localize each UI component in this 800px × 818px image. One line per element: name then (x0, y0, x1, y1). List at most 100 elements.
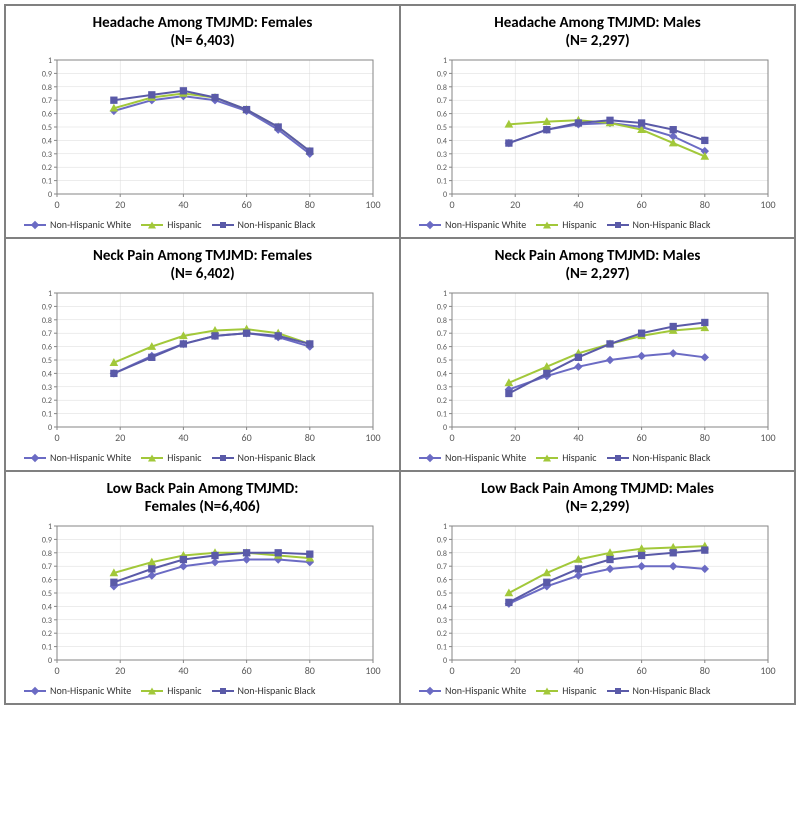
svg-text:0: 0 (54, 431, 59, 444)
svg-text:0.5: 0.5 (436, 123, 446, 133)
svg-text:0.6: 0.6 (436, 343, 446, 353)
svg-text:0.7: 0.7 (436, 329, 446, 339)
svg-text:1: 1 (442, 522, 446, 532)
svg-text:40: 40 (178, 198, 188, 211)
svg-text:0.9: 0.9 (41, 69, 51, 79)
svg-text:80: 80 (699, 431, 709, 444)
legend-item: Non-Hispanic White (24, 684, 131, 697)
svg-text:20: 20 (115, 664, 125, 677)
chart-title: Headache Among TMJMD: Males(N= 2,297) (405, 14, 790, 50)
chart-grid: Headache Among TMJMD: Females(N= 6,403) 0… (4, 4, 796, 705)
legend-label: Non-Hispanic White (50, 451, 131, 464)
chart-panel-headache-males: Headache Among TMJMD: Males(N= 2,297) 0 0.… (400, 5, 795, 238)
svg-text:0.5: 0.5 (41, 356, 51, 366)
legend-item: Non-Hispanic White (419, 684, 526, 697)
svg-text:0.7: 0.7 (436, 96, 446, 106)
svg-text:0.6: 0.6 (41, 110, 51, 120)
legend-item: Non-Hispanic Black (212, 684, 316, 697)
legend-item: Hispanic (536, 684, 596, 697)
svg-text:0.6: 0.6 (41, 343, 51, 353)
legend-item: Non-Hispanic Black (607, 218, 711, 231)
chart-title: Low Back Pain Among TMJMD: Males(N= 2,29… (405, 480, 790, 516)
chart-plot: 00.10.20.30.40.50.60.70.80.9102040608010… (418, 520, 778, 680)
svg-text:0: 0 (47, 656, 51, 666)
svg-text:0.9: 0.9 (41, 535, 51, 545)
svg-text:0.4: 0.4 (41, 369, 51, 379)
chart-title-line1: Neck Pain Among TMJMD: Females (10, 247, 395, 265)
svg-text:0.9: 0.9 (436, 302, 446, 312)
svg-text:0.5: 0.5 (436, 356, 446, 366)
svg-text:0.9: 0.9 (436, 69, 446, 79)
legend-label: Non-Hispanic White (50, 218, 131, 231)
svg-text:60: 60 (241, 664, 251, 677)
plot-area: 00.10.20.30.40.50.60.70.80.9102040608010… (418, 54, 778, 214)
svg-text:1: 1 (47, 56, 51, 66)
chart-title-line2: (N= 2,299) (405, 498, 790, 516)
svg-text:0.4: 0.4 (436, 602, 446, 612)
svg-text:1: 1 (442, 56, 446, 66)
chart-title-line1: Headache Among TMJMD: Males (405, 14, 790, 32)
chart-panel-neckpain-males: Neck Pain Among TMJMD: Males(N= 2,297)00… (400, 238, 795, 471)
svg-text:0.7: 0.7 (41, 329, 51, 339)
svg-text:80: 80 (304, 664, 314, 677)
svg-text:0.3: 0.3 (41, 150, 51, 160)
svg-text:0.8: 0.8 (41, 83, 51, 93)
legend-label: Hispanic (167, 684, 201, 697)
svg-text:0.1: 0.1 (41, 643, 51, 653)
svg-text:0: 0 (54, 198, 59, 211)
svg-text:100: 100 (365, 431, 380, 444)
chart-plot: 00.10.20.30.40.50.60.70.80.9102040608010… (418, 287, 778, 447)
svg-text:0.3: 0.3 (41, 383, 51, 393)
legend-label: Non-Hispanic White (445, 218, 526, 231)
svg-text:40: 40 (178, 431, 188, 444)
svg-text:0.2: 0.2 (436, 396, 446, 406)
chart-title-line2: (N= 2,297) (405, 265, 790, 283)
legend-label: Non-Hispanic Black (238, 684, 316, 697)
svg-text:60: 60 (636, 198, 646, 211)
chart-title-line1: Neck Pain Among TMJMD: Males (405, 247, 790, 265)
legend-label: Hispanic (562, 218, 596, 231)
svg-text:0.1: 0.1 (41, 410, 51, 420)
chart-panel-lowback-males: Low Back Pain Among TMJMD: Males(N= 2,29… (400, 471, 795, 704)
svg-text:40: 40 (573, 198, 583, 211)
chart-panel-lowback-females: Low Back Pain Among TMJMD:Females (N=6,4… (5, 471, 400, 704)
chart-title: Neck Pain Among TMJMD: Males(N= 2,297) (405, 247, 790, 283)
plot-area: 00.10.20.30.40.50.60.70.80.9102040608010… (418, 287, 778, 447)
svg-text:60: 60 (241, 431, 251, 444)
legend-label: Hispanic (562, 684, 596, 697)
legend-item: Non-Hispanic White (419, 451, 526, 464)
legend-label: Hispanic (167, 451, 201, 464)
svg-text:0.5: 0.5 (436, 589, 446, 599)
legend-label: Non-Hispanic Black (633, 451, 711, 464)
legend-item: Hispanic (536, 218, 596, 231)
chart-title: Headache Among TMJMD: Females(N= 6,403) (10, 14, 395, 50)
svg-text:0.9: 0.9 (41, 302, 51, 312)
chart-panel-neckpain-females: Neck Pain Among TMJMD: Females(N= 6,402)… (5, 238, 400, 471)
chart-title-line2: Females (N=6,406) (10, 498, 395, 516)
svg-text:100: 100 (760, 664, 775, 677)
chart-legend: Non-Hispanic WhiteHispanicNon-Hispanic B… (405, 447, 790, 466)
svg-text:0.1: 0.1 (436, 410, 446, 420)
svg-text:1: 1 (47, 289, 51, 299)
svg-text:0: 0 (47, 423, 51, 433)
chart-legend: Non-Hispanic White Hispanic Non-Hispanic B… (10, 447, 395, 466)
svg-text:100: 100 (760, 198, 775, 211)
svg-text:20: 20 (115, 198, 125, 211)
svg-text:0.3: 0.3 (41, 616, 51, 626)
svg-text:20: 20 (510, 198, 520, 211)
legend-label: Non-Hispanic Black (238, 218, 316, 231)
chart-plot: 00.10.20.30.40.50.60.70.80.9102040608010… (418, 54, 778, 214)
legend-item: Hispanic (141, 684, 201, 697)
legend-item: Hispanic (141, 451, 201, 464)
svg-text:60: 60 (241, 198, 251, 211)
svg-text:0.5: 0.5 (41, 123, 51, 133)
svg-text:0.9: 0.9 (436, 535, 446, 545)
svg-text:0.8: 0.8 (436, 549, 446, 559)
svg-text:0.7: 0.7 (436, 562, 446, 572)
svg-text:0.7: 0.7 (41, 96, 51, 106)
svg-text:0.4: 0.4 (41, 136, 51, 146)
svg-text:0: 0 (449, 198, 454, 211)
legend-item: Non-Hispanic Black (212, 451, 316, 464)
svg-text:60: 60 (636, 431, 646, 444)
plot-area: 00.10.20.30.40.50.60.70.80.9102040608010… (23, 287, 383, 447)
